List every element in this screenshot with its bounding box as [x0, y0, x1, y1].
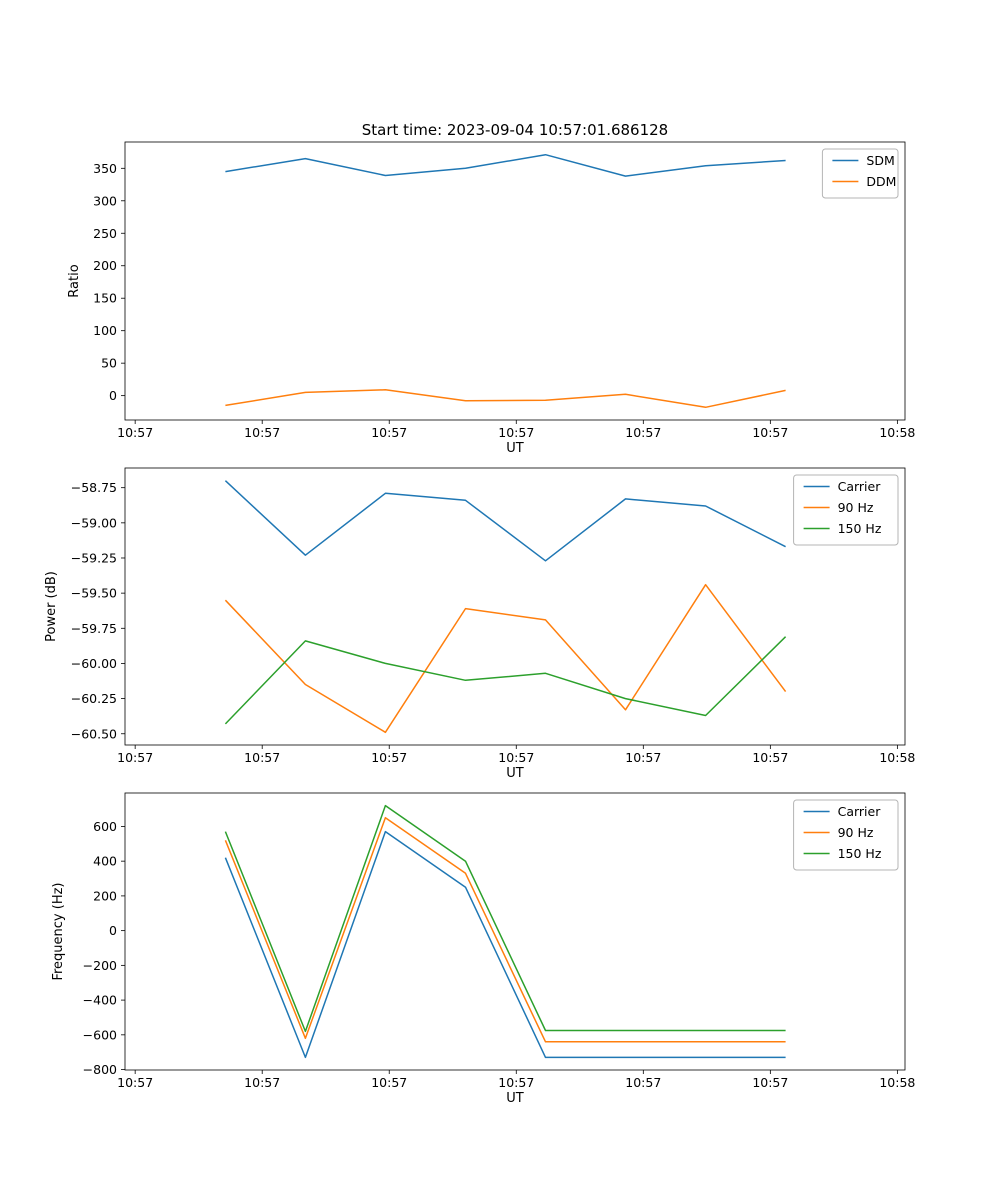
x-tick-label: 10:57 — [371, 750, 407, 765]
y-tick-label: 400 — [93, 854, 117, 869]
x-axis-label: UT — [506, 441, 524, 456]
x-tick-label: 10:57 — [625, 750, 661, 765]
y-tick-label: 50 — [101, 356, 117, 371]
x-tick-label: 10:57 — [752, 1075, 788, 1090]
legend: Carrier 90 Hz 150 Hz — [793, 799, 899, 871]
y-tick-label: −58.75 — [71, 480, 117, 495]
series-line-90-hz — [224, 816, 786, 1043]
legend-label: SDM — [866, 153, 894, 168]
y-axis-label: Frequency (Hz) — [51, 882, 66, 980]
y-tick-label: −60.50 — [71, 726, 117, 741]
series-line-carrier — [224, 830, 786, 1059]
frequency-plot: 10:57 10:57 10:57 10:57 10:57 10:57 10:58 −800 −… — [51, 792, 915, 1106]
y-tick-label: 0 — [109, 923, 117, 938]
x-tick-label: 10:57 — [117, 1075, 153, 1090]
y-tick-label: 200 — [93, 888, 117, 903]
y-tick-label: −60.25 — [71, 691, 117, 706]
y-tick-label: 250 — [93, 226, 117, 241]
x-tick-label: 10:57 — [117, 750, 153, 765]
x-tick-label: 10:57 — [752, 750, 788, 765]
y-tick-label: 0 — [109, 388, 117, 403]
y-tick-label: −59.00 — [71, 515, 117, 530]
y-tick-label: −60.00 — [71, 656, 117, 671]
x-tick-label: 10:57 — [498, 750, 534, 765]
y-axis-label: Power (dB) — [44, 571, 59, 642]
legend: Carrier 90 Hz 150 Hz — [793, 474, 899, 546]
x-tick-label: 10:58 — [879, 425, 915, 440]
x-tick-label: 10:57 — [752, 425, 788, 440]
legend-label: DDM — [866, 174, 896, 189]
legend-label: 90 Hz — [838, 825, 874, 840]
x-tick-label: 10:58 — [879, 1075, 915, 1090]
y-tick-label: −800 — [83, 1062, 117, 1077]
x-tick-label: 10:57 — [371, 425, 407, 440]
x-tick-label: 10:57 — [244, 425, 280, 440]
legend-box — [793, 799, 899, 871]
series-line-90-hz — [224, 583, 787, 734]
figure-title: Start time: 2023-09-04 10:57:01.686128 — [361, 121, 669, 139]
x-tick-label: 10:57 — [371, 1075, 407, 1090]
x-axis-label: UT — [506, 1091, 524, 1106]
x-tick-label: 10:58 — [879, 750, 915, 765]
x-tick-label: 10:57 — [625, 425, 661, 440]
y-tick-label: −600 — [83, 1027, 117, 1042]
legend-box — [793, 474, 899, 546]
legend-label: 150 Hz — [838, 521, 882, 536]
y-tick-label: −400 — [83, 993, 117, 1008]
x-tick-label: 10:57 — [244, 1075, 280, 1090]
y-tick-label: 150 — [93, 291, 117, 306]
series-line-150-hz — [224, 636, 787, 725]
legend-label: Carrier — [838, 804, 882, 819]
x-tick-label: 10:57 — [117, 425, 153, 440]
y-tick-label: −59.50 — [71, 586, 117, 601]
x-tick-label: 10:57 — [498, 425, 534, 440]
legend-label: 90 Hz — [838, 500, 874, 515]
y-tick-label: −200 — [83, 958, 117, 973]
series-line-sdm — [225, 153, 786, 177]
legend: SDM DDM — [821, 148, 899, 199]
y-tick-label: −59.75 — [71, 621, 117, 636]
series-line-ddm — [225, 389, 786, 409]
power-plot: 10:57 10:57 10:57 10:57 10:57 10:57 10:58 −60.5… — [44, 467, 915, 781]
ratio-plot: 10:57 10:57 10:57 10:57 10:57 10:57 10:58 0 50 10… — [67, 141, 915, 456]
axes-frame — [124, 792, 906, 1071]
y-axis-label: Ratio — [67, 264, 82, 297]
series-line-carrier — [224, 480, 786, 562]
legend-label: 150 Hz — [838, 846, 882, 861]
axes-frame — [124, 141, 906, 421]
x-tick-label: 10:57 — [244, 750, 280, 765]
y-tick-label: 100 — [93, 323, 117, 338]
legend-label: Carrier — [838, 479, 882, 494]
y-tick-label: 350 — [93, 161, 117, 176]
y-tick-label: 300 — [93, 193, 117, 208]
axes-frame — [124, 467, 906, 746]
x-tick-label: 10:57 — [625, 1075, 661, 1090]
y-tick-label: 200 — [93, 258, 117, 273]
series-line-150-hz — [224, 804, 786, 1033]
y-tick-label: 600 — [93, 819, 117, 834]
x-tick-label: 10:57 — [498, 1075, 534, 1090]
x-axis-label: UT — [506, 766, 524, 781]
y-tick-label: −59.25 — [71, 550, 117, 565]
